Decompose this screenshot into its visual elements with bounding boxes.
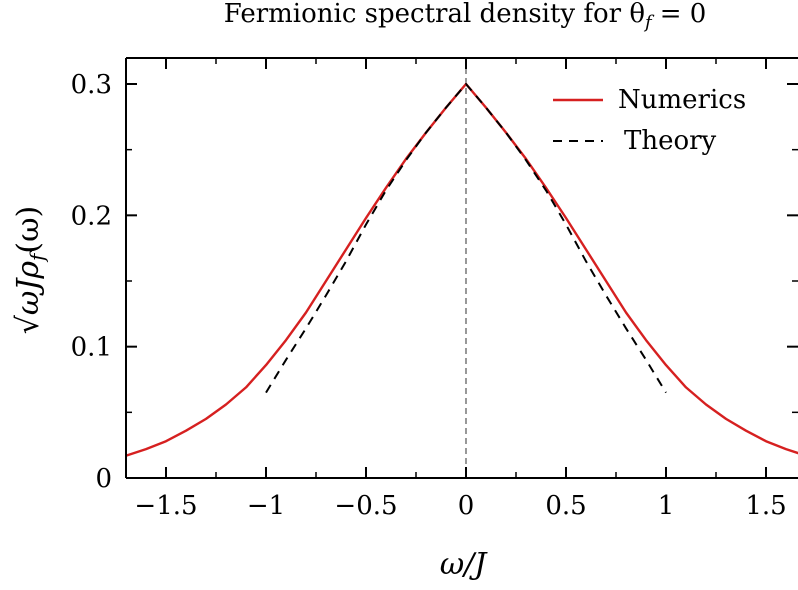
chart-title-tail: = 0: [660, 0, 707, 29]
series-line-theory: [265, 83, 667, 394]
y-axis-label: √ωJρf(ω): [11, 206, 49, 335]
x-tick-label: 0: [458, 491, 475, 521]
y-axis-label-rest: Jρ: [11, 261, 46, 297]
y-tick-label: 0.3: [71, 70, 112, 100]
y-tick-label: 0.1: [71, 333, 112, 363]
y-tick-label: 0.2: [71, 201, 112, 231]
legend-label-numerics: Numerics: [618, 85, 746, 115]
axes-frame: [125, 57, 798, 479]
chart-title-main: Fermionic spectral density for θ: [224, 0, 645, 29]
x-tick-label: −0.5: [334, 491, 397, 521]
x-tick-label: 1: [658, 491, 675, 521]
ticks: −1.5 −1 −0.5 0 0.5 1 1.5 0 0.1 0.2 0.3: [71, 58, 798, 521]
x-tick-label: −1.5: [134, 491, 197, 521]
plot-area: [126, 58, 798, 478]
y-axis-label-root: √ω: [11, 291, 46, 335]
chart-title: Fermionic spectral density for θf = 0: [224, 0, 707, 33]
chart-title-subscript: f: [643, 12, 655, 33]
x-axis-label: ω/J: [440, 547, 489, 582]
legend-label-theory: Theory: [624, 126, 717, 156]
x-tick-label: 1.5: [745, 491, 786, 521]
x-tick-label: 0.5: [545, 491, 586, 521]
x-tick-label: −1: [247, 491, 285, 521]
y-tick-label: 0: [95, 464, 112, 494]
y-axis-label-tail: (ω): [11, 206, 46, 254]
legend: Numerics Theory: [553, 85, 746, 156]
